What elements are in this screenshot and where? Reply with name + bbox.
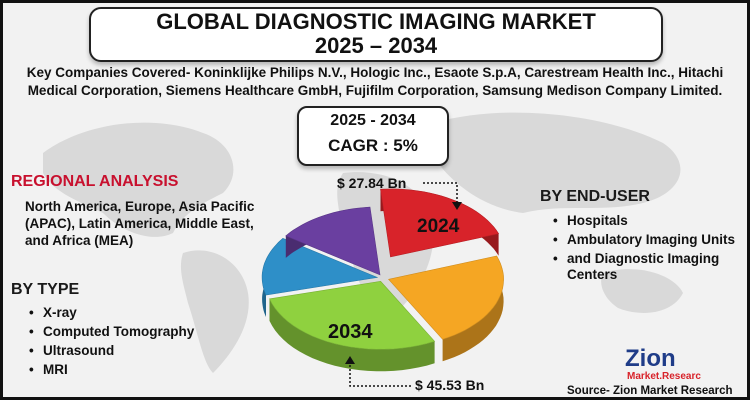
key-companies-text: Key Companies Covered- Koninklijke Phili… xyxy=(26,65,724,98)
by-type-list: X-ray Computed Tomography Ultrasound MRI xyxy=(27,305,257,381)
logo-wordmark: Zion xyxy=(625,345,676,372)
regional-analysis-text: North America, Europe, Asia Pacific (APA… xyxy=(25,199,255,248)
slice-purple xyxy=(285,206,381,276)
leader-line-2034 xyxy=(349,363,411,387)
list-item: Computed Tomography xyxy=(27,324,257,340)
slice-red xyxy=(380,188,500,258)
slice-orange-side xyxy=(442,256,504,362)
slice-green xyxy=(269,280,436,372)
title-line-2: 2025 – 2034 xyxy=(314,33,438,58)
by-end-user-heading: BY END-USER xyxy=(540,188,650,205)
cagr-years: 2025 - 2034 xyxy=(330,112,416,129)
year-label-2024: 2024 xyxy=(417,216,460,237)
arrow-2034 xyxy=(345,356,355,364)
slice-purple-top xyxy=(285,206,381,276)
logo-subtitle: Market.Research xyxy=(627,371,701,382)
list-item: Ambulatory Imaging Units xyxy=(551,232,741,248)
cagr-value: CAGR : 5% xyxy=(328,136,418,155)
title-line-1: GLOBAL DIAGNOSTIC IMAGING MARKET xyxy=(156,9,596,34)
cagr-box: 2025 - 2034 CAGR : 5% xyxy=(297,106,449,166)
leader-line-2024 xyxy=(423,182,458,203)
pie-chart: 2024 2034 xyxy=(261,182,504,387)
slice-orange-top xyxy=(388,255,504,340)
list-item: MRI xyxy=(27,362,257,378)
source-text: Source- Zion Market Research xyxy=(567,385,733,397)
slice-green-side xyxy=(269,298,435,372)
list-item: and Diagnostic Imaging Centers xyxy=(551,251,741,283)
value-label-2024: $ 27.84 Bn xyxy=(337,175,407,191)
slice-green-top xyxy=(269,280,436,350)
by-end-user-list: Hospitals Ambulatory Imaging Units and D… xyxy=(551,213,741,286)
list-item: Hospitals xyxy=(551,213,741,229)
slice-orange xyxy=(388,255,504,362)
by-type-heading: BY TYPE xyxy=(11,281,80,298)
slice-red-top xyxy=(380,188,500,258)
zion-logo: Zion Market.Research xyxy=(625,345,701,382)
list-item: X-ray xyxy=(27,305,257,321)
arrow-2024 xyxy=(452,202,462,210)
year-label-2034: 2034 xyxy=(328,321,373,343)
value-label-2034: $ 45.53 Bn xyxy=(415,377,485,393)
list-item: Ultrasound xyxy=(27,343,257,359)
title-box: GLOBAL DIAGNOSTIC IMAGING MARKET 2025 – … xyxy=(89,7,663,62)
regional-analysis-heading: REGIONAL ANALYSIS xyxy=(11,173,179,190)
